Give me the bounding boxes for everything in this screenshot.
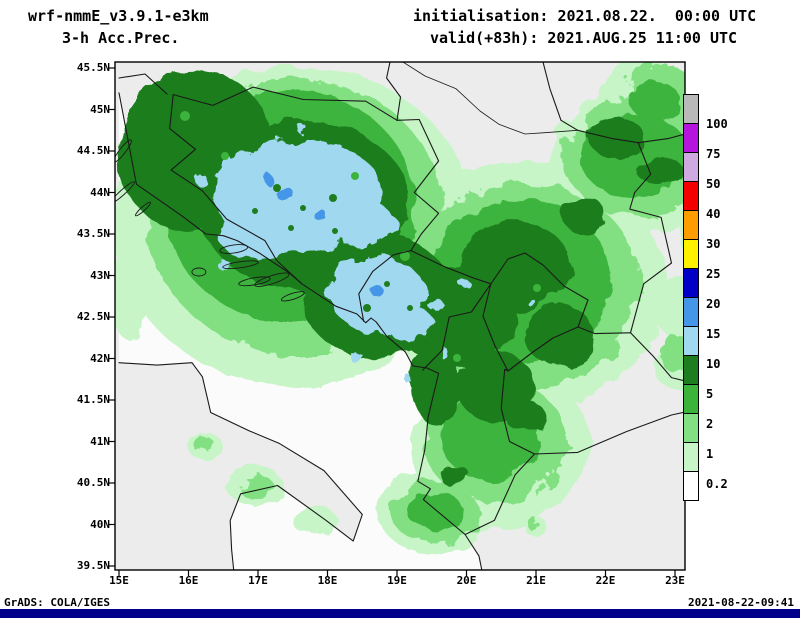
lat-tick-label: 45N [90, 102, 110, 116]
lat-tick-label: 41.5N [76, 393, 110, 406]
italy-coastline [118, 362, 363, 570]
lon-tick-label: 19E [387, 574, 407, 587]
adriatic-coastline [118, 92, 483, 570]
colorbar-label: 0.2 [706, 477, 728, 491]
lat-tick-label: 45.5N [76, 61, 110, 74]
italy-landmass [119, 362, 363, 570]
lat-tick-label: 41N [90, 434, 110, 448]
colorbar-label: 25 [706, 267, 721, 281]
colorbar-label: 20 [706, 297, 721, 311]
colorbar-segment [683, 123, 699, 153]
precip-texture-speckles [252, 184, 413, 312]
model-title: wrf-nmmE_v3.9.1-e3km [28, 7, 209, 25]
precip-layer-15mm [262, 173, 383, 297]
valid-time-label: valid(+83h): 2021.AUG.25 11:00 UTC [430, 29, 738, 47]
colorbar-label: 40 [706, 207, 721, 221]
lat-tick-label: 40.5N [76, 476, 110, 489]
colorbar-label: 75 [706, 147, 721, 161]
colorbar-segment [683, 442, 699, 472]
footer-bar [0, 609, 800, 618]
lon-tick-label: 21E [526, 574, 546, 587]
colorbar-segment [683, 210, 699, 240]
colorbar-segment [683, 239, 699, 269]
lat-tick-label: 39.5N [76, 559, 110, 572]
lat-tick-label: 43.5N [76, 227, 110, 240]
field-title: 3-h Acc.Prec. [62, 29, 180, 47]
lon-tick-label: 18E [317, 574, 338, 587]
colorbar-segment [683, 471, 699, 501]
colorbar-label: 15 [706, 327, 721, 341]
lat-tick-label: 40N [90, 517, 110, 531]
colorbar-segment [683, 297, 699, 327]
colorbar-segment [683, 413, 699, 443]
colorbar-label: 100 [706, 117, 728, 131]
lon-tick-label: 20E [456, 574, 477, 587]
grads-credit: GrADS: COLA/IGES [4, 596, 110, 609]
dalmatian-islands [115, 139, 305, 302]
lon-tick-label: 23E [665, 574, 685, 587]
map-canvas [109, 61, 686, 576]
creation-timestamp: 2021-08-22-09:41 [688, 596, 794, 609]
colorbar [683, 94, 699, 501]
country-borders [118, 62, 685, 536]
lat-tick-label: 43N [90, 268, 110, 282]
lat-tick-label: 44N [90, 185, 110, 199]
colorbar-label: 50 [706, 177, 721, 191]
lat-tick-label: 42N [90, 351, 110, 365]
init-time-label: initialisation: 2021.08.22. 00:00 UTC [413, 7, 757, 25]
colorbar-segment [683, 326, 699, 356]
lon-tick-label: 17E [248, 574, 268, 587]
colorbar-label: 5 [706, 387, 714, 401]
colorbar-segment [683, 152, 699, 182]
colorbar-label: 2 [706, 417, 714, 431]
danube-river [402, 62, 579, 135]
lat-tick-label: 42.5N [76, 310, 110, 323]
colorbar-segment [683, 268, 699, 298]
colorbar-segment [683, 384, 699, 414]
lon-tick-label: 15E [109, 574, 129, 587]
precip-texture-speckles-light [180, 111, 541, 362]
colorbar-label: 1 [706, 447, 714, 461]
colorbar-segment [683, 355, 699, 385]
colorbar-label: 30 [706, 237, 721, 251]
axis-ticks [109, 67, 676, 576]
lon-tick-label: 22E [595, 574, 616, 587]
colorbar-segment [683, 94, 699, 124]
colorbar-segment [683, 181, 699, 211]
colorbar-label: 10 [706, 357, 721, 371]
lon-tick-label: 16E [178, 574, 199, 587]
lat-tick-label: 44.5N [76, 144, 110, 157]
